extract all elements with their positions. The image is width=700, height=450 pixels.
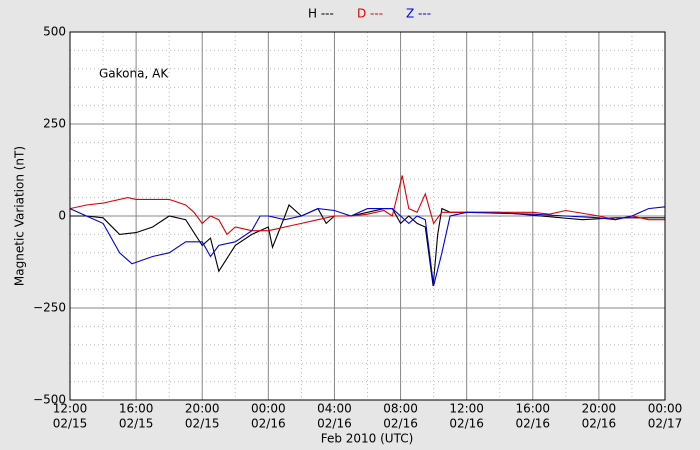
y-axis-label: Magnetic Variation (nT) (13, 146, 27, 286)
x-tick-label: 16:00 (119, 402, 154, 416)
line-series (69, 206, 666, 287)
y-tick-label: 250 (43, 117, 66, 131)
x-tick-label: 02/16 (383, 417, 418, 431)
annotation: Gakona, AK (99, 67, 169, 81)
x-tick-label: 20:00 (185, 402, 220, 416)
x-tick-label: 02/16 (317, 417, 352, 431)
x-tick-label: 20:00 (582, 402, 617, 416)
plot-frame (69, 31, 666, 401)
legend-entry: D --- (357, 7, 383, 21)
x-tick-label: 04:00 (317, 402, 352, 416)
x-tick-label: 08:00 (383, 402, 418, 416)
line-series (69, 175, 665, 236)
x-tick-label: 02/17 (648, 417, 683, 431)
x-tick-label: 02/16 (449, 417, 484, 431)
x-tick-label: 02/16 (251, 417, 286, 431)
x-tick-label: 02/16 (582, 417, 617, 431)
x-tick-label: 02/15 (185, 417, 220, 431)
y-tick-label: −500 (33, 393, 66, 407)
y-tick-label: 0 (58, 209, 66, 223)
x-tick-label: 12:00 (449, 402, 484, 416)
x-tick-label: 12:00 (53, 402, 88, 416)
legend: H --- D --- Z --- (308, 7, 431, 21)
x-tick-label: 00:00 (648, 402, 683, 416)
x-tick-label: 02/15 (53, 417, 88, 431)
legend-entry: Z --- (406, 7, 431, 21)
legend-entry: H --- (308, 7, 334, 21)
x-tick-label: 02/15 (119, 417, 154, 431)
x-tick-label: 02/16 (515, 417, 550, 431)
x-axis-label: Feb 2010 (UTC) (321, 432, 414, 446)
y-tick-label: 500 (43, 25, 66, 39)
y-tick-label: −250 (33, 301, 66, 315)
x-tick-label: 00:00 (251, 402, 286, 416)
x-tick-label: 16:00 (515, 402, 550, 416)
